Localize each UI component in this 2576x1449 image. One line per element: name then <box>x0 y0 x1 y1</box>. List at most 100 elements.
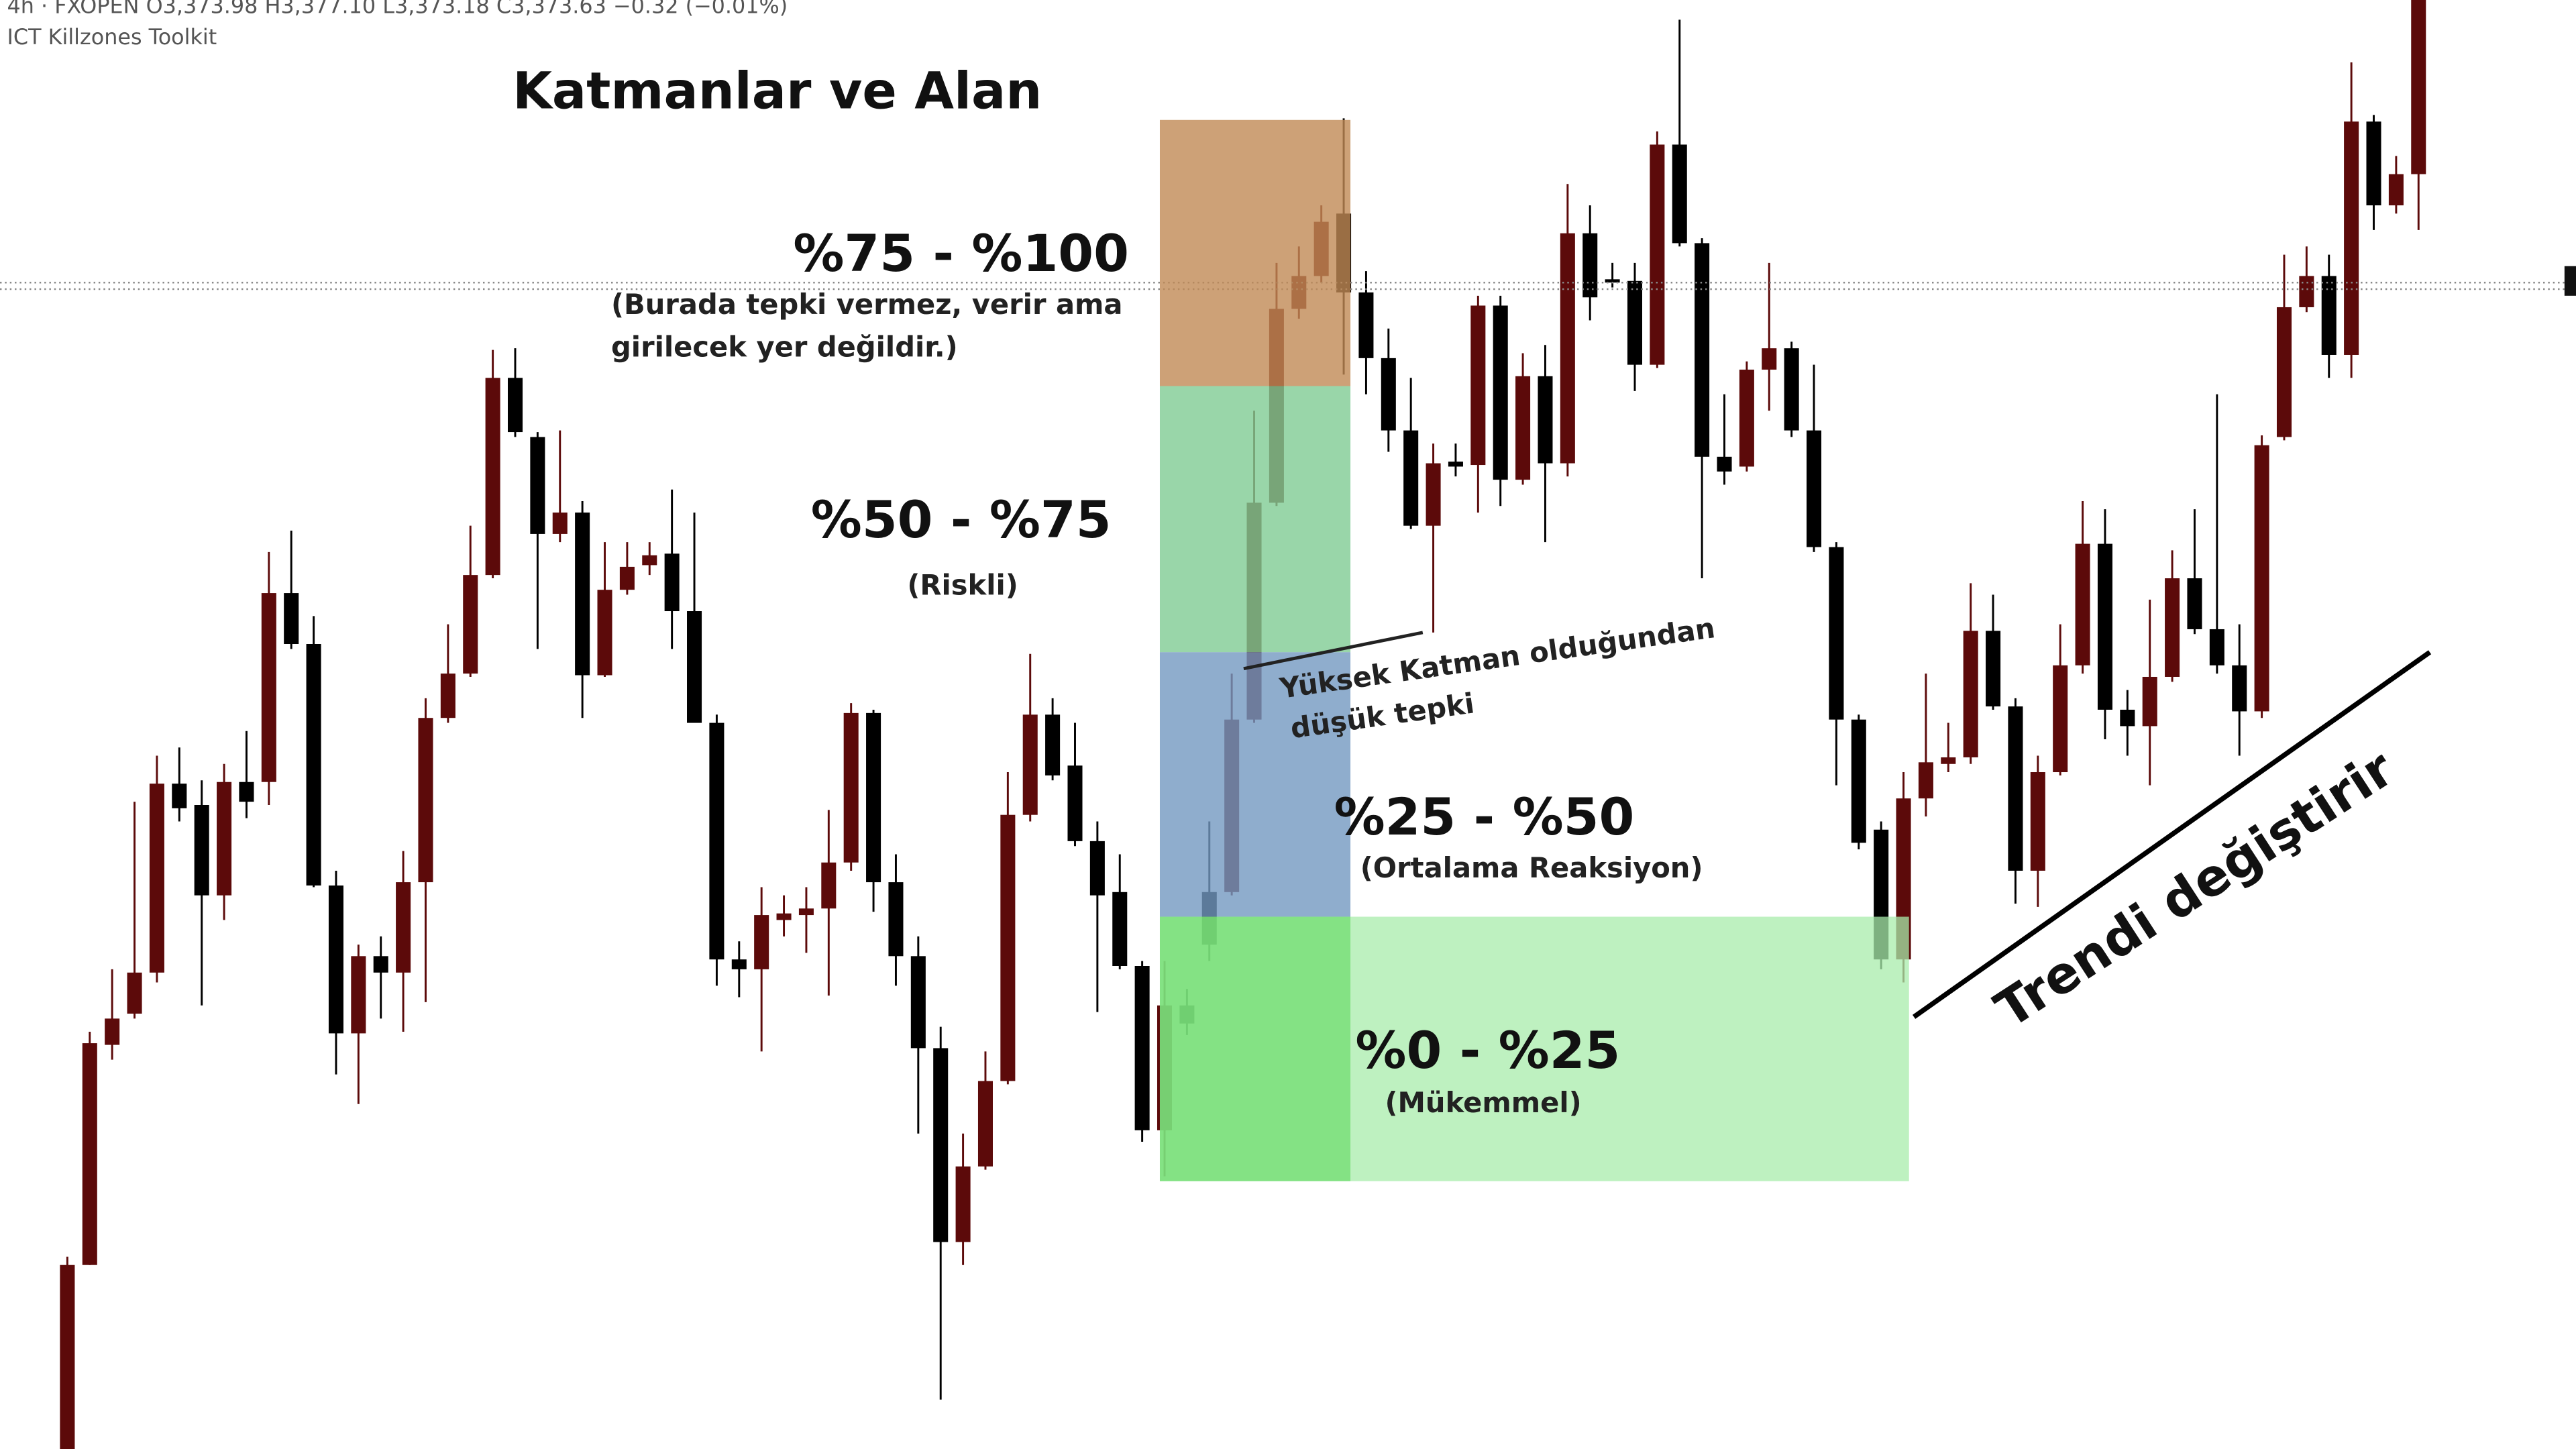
zone-25-50 <box>1159 652 1351 917</box>
candle-body <box>1381 358 1396 431</box>
candle-body <box>2321 276 2337 355</box>
candle-body <box>1448 462 1463 467</box>
candle-body <box>597 590 612 676</box>
candle-body <box>1560 233 1575 464</box>
price-marker <box>2564 266 2576 296</box>
candle-body <box>351 956 366 1034</box>
candle-body <box>1986 631 2001 707</box>
candle-body <box>1650 144 1665 365</box>
candle-body <box>463 575 478 674</box>
indicator-label: · ICT Killzones Toolkit <box>0 24 217 50</box>
title: Katmanlar ve Alan <box>513 62 1042 121</box>
candle-body <box>2187 578 2202 629</box>
candle-body <box>1672 144 1687 244</box>
candle-body <box>933 1048 949 1242</box>
candle-body <box>2366 121 2381 206</box>
candle-body <box>1918 762 1933 799</box>
candle-body <box>1515 376 1531 480</box>
candle-body <box>2388 174 2404 206</box>
candle-body <box>2232 665 2247 712</box>
candle-body <box>2053 665 2068 773</box>
candle-body <box>1022 714 1038 815</box>
candle-body <box>1851 719 1866 843</box>
candle-body <box>1470 305 1486 466</box>
candle-body <box>1067 765 1083 841</box>
candle-body <box>507 378 523 433</box>
candle-body <box>149 784 164 973</box>
zone-note: (Mükemmel) <box>1385 1086 1581 1119</box>
pointer-line <box>1243 631 1424 671</box>
candle-body <box>440 674 455 718</box>
candle-body <box>2299 276 2314 307</box>
candle-body <box>172 784 187 808</box>
candle-body <box>843 712 859 863</box>
candle-body <box>2254 445 2269 712</box>
candle-body <box>619 566 635 590</box>
candle-body <box>1582 233 1598 298</box>
zone-note: (Burada tepki vermez, verir ama <box>611 288 1123 321</box>
candle-body <box>1941 757 1956 764</box>
zone-note: (Ortalama Reaksiyon) <box>1360 851 1703 884</box>
candle-body <box>754 915 769 969</box>
candle-body <box>687 611 702 723</box>
candle-body <box>373 956 388 973</box>
zone-label: %0 - %25 <box>1355 1021 1620 1080</box>
zone-note: (Riskli) <box>907 569 1018 602</box>
candle-body <box>2075 543 2090 665</box>
candle-body <box>552 513 568 534</box>
candle-body <box>82 1043 97 1265</box>
candle-body <box>2008 706 2023 871</box>
candle-body <box>1963 631 1978 757</box>
candle-body <box>1089 841 1105 896</box>
trend-label: Trendi değiştirir <box>1985 739 2404 1040</box>
candle-body <box>1627 280 1642 365</box>
candle-body <box>575 513 590 676</box>
candle-body <box>2030 772 2045 871</box>
candle-body <box>1739 370 1754 467</box>
candle-body <box>2142 676 2157 727</box>
candle-body <box>418 718 433 883</box>
candle-body <box>2209 629 2224 665</box>
candle-body <box>2411 0 2426 174</box>
candle-body <box>2276 307 2292 437</box>
candle-body <box>105 1018 120 1045</box>
candle-body <box>955 1166 971 1242</box>
candle-body <box>127 972 142 1014</box>
candle-body <box>1762 348 1777 370</box>
candle-body <box>328 885 343 1034</box>
candle-body <box>866 712 881 883</box>
candle-body <box>731 959 747 969</box>
candle-body <box>1000 814 1016 1081</box>
candle-body <box>1806 430 1822 547</box>
candle-body <box>1717 456 1732 472</box>
candle-body <box>306 644 321 885</box>
candle-body <box>60 1265 75 1449</box>
candle-body <box>1426 463 1441 526</box>
candle-body <box>217 782 232 896</box>
candle-body <box>1829 547 1844 720</box>
zone-50-75 <box>1159 386 1351 653</box>
candle-body <box>2165 578 2180 677</box>
candle-body <box>798 908 814 916</box>
candle-body <box>776 913 792 920</box>
candle-body <box>1358 292 1374 358</box>
symbol-line: · 4h · FXOPEN O3,373.98 H3,377.10 L3,373… <box>0 0 788 19</box>
zone-75-100 <box>1159 119 1351 386</box>
candle-body <box>977 1081 993 1167</box>
candle-body <box>485 378 500 576</box>
candle-body <box>910 956 926 1049</box>
zone-label: %25 - %50 <box>1334 788 1635 847</box>
candle-body <box>1538 376 1553 464</box>
candle-body <box>1784 348 1799 431</box>
candle-body <box>284 593 299 644</box>
candle-body <box>2120 709 2135 727</box>
candle-body <box>261 593 276 782</box>
zone-label: %75 - %100 <box>793 224 1129 283</box>
zone-0-25 <box>1159 916 1351 1181</box>
candle-body <box>396 882 411 973</box>
candle-body <box>1134 966 1150 1130</box>
candle-body <box>1045 714 1061 775</box>
candle-body <box>642 555 657 566</box>
candle-body <box>1493 305 1508 480</box>
